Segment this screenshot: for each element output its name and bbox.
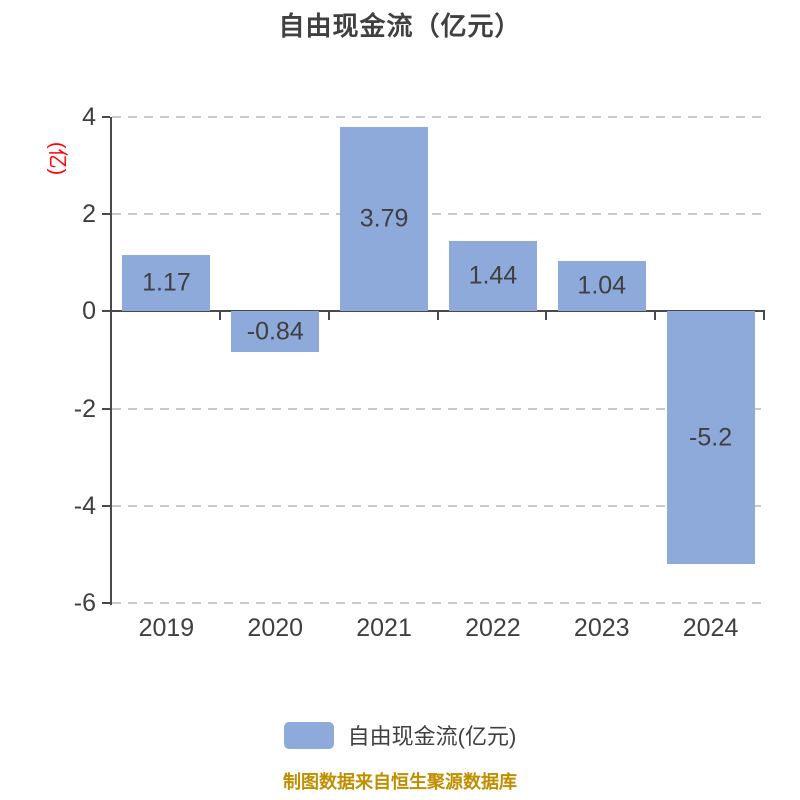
- gridline: [112, 504, 765, 507]
- x-axis-tick: [218, 311, 221, 321]
- x-tick-label: 2020: [247, 614, 304, 642]
- x-tick-label: 2022: [465, 614, 521, 642]
- legend-swatch-icon: [283, 721, 334, 749]
- y-axis-tick: [102, 504, 110, 507]
- bar-value-label: -5.2: [689, 423, 733, 452]
- x-tick-label: 2024: [682, 614, 739, 642]
- data-source-note: 制图数据来自恒生聚源数据库: [283, 772, 517, 792]
- y-tick-label: 0: [82, 297, 96, 326]
- bar: [557, 260, 646, 312]
- y-axis-unit-label: (亿): [46, 141, 69, 175]
- bar: [122, 254, 211, 312]
- y-tick-label: 2: [82, 200, 96, 229]
- bar-value-label: 1.17: [142, 268, 191, 297]
- gridline: [112, 602, 765, 604]
- bar-value-label: 1.44: [468, 261, 518, 290]
- gridline: [112, 213, 765, 216]
- x-axis-tick: [327, 311, 330, 321]
- y-tick-label: -6: [73, 589, 96, 617]
- y-tick-label: 4: [82, 103, 96, 131]
- bar-value-label: 1.04: [577, 271, 627, 300]
- bar: [231, 311, 320, 353]
- y-axis-tick: [102, 602, 110, 604]
- x-tick-label: 2023: [573, 614, 630, 642]
- x-axis-tick: [654, 311, 657, 321]
- bar: [448, 241, 537, 312]
- chart-title: 自由现金流（亿元）: [278, 11, 522, 41]
- gridline: [112, 407, 765, 410]
- bar-value-label: 3.79: [359, 204, 409, 233]
- bar: [666, 311, 755, 565]
- gridline: [112, 116, 765, 118]
- x-tick-label: 2021: [356, 614, 412, 642]
- y-axis-tick: [102, 310, 110, 313]
- y-axis-line: [110, 117, 112, 605]
- bar-value-label: -0.84: [246, 317, 304, 346]
- y-axis-tick: [102, 213, 110, 216]
- bar: [340, 127, 429, 312]
- zero-axis-line: [112, 310, 765, 313]
- y-axis-tick: [102, 407, 110, 410]
- y-tick-label: -4: [73, 491, 96, 520]
- x-axis-tick: [545, 311, 548, 321]
- x-tick-label: 2019: [138, 614, 195, 642]
- legend-label: 自由现金流(亿元): [347, 724, 517, 749]
- x-axis-tick: [763, 311, 765, 321]
- plot-area: (亿) 4 2 0 -2 -4 -6 1.17 2019 -0.84 2020 3.79 2021 1.…: [47, 103, 765, 642]
- x-axis-tick: [436, 311, 439, 321]
- y-axis-tick: [102, 116, 110, 118]
- y-tick-label: -2: [73, 394, 96, 423]
- legend: 自由现金流(亿元): [0, 718, 800, 752]
